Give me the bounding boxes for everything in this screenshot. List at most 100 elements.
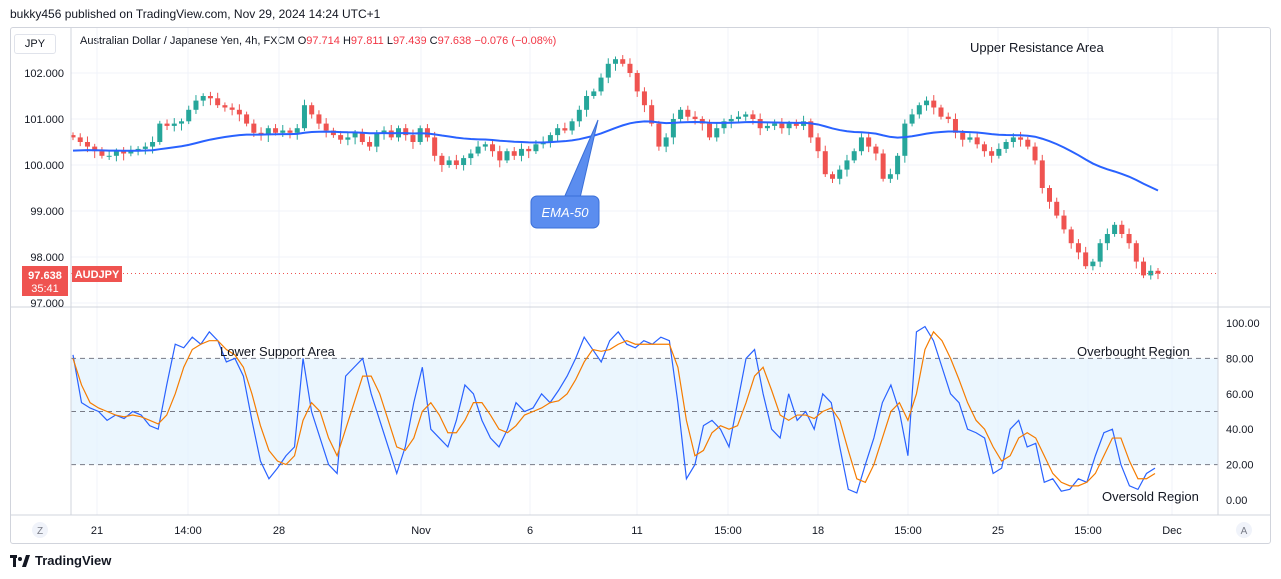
price-tick-label: 99.000: [30, 206, 64, 218]
candle-body: [244, 114, 250, 124]
candle-body: [822, 151, 828, 175]
candle-body: [562, 128, 568, 131]
time-tick-label: 18: [812, 525, 824, 537]
high-value: 97.811: [350, 35, 384, 47]
candle-body: [504, 151, 510, 161]
candle-body: [764, 125, 770, 129]
candle-body: [1083, 252, 1089, 267]
candle-body: [555, 128, 561, 136]
stochastic-panel: [71, 325, 1218, 494]
candle-body: [403, 128, 409, 136]
candle-body: [497, 151, 503, 161]
candle-body: [996, 148, 1002, 156]
candle-body: [613, 59, 618, 64]
candle-body: [374, 132, 380, 147]
time-tick-label: 28: [273, 525, 285, 537]
candle-body: [656, 123, 662, 147]
stoch-tick-label: 80.00: [1226, 353, 1254, 365]
candle-body: [236, 109, 242, 115]
price-tick-label: 97.000: [30, 298, 64, 310]
candle-body: [584, 96, 590, 110]
candle-body: [1126, 234, 1132, 244]
candle-body: [981, 144, 987, 152]
candle-body: [222, 105, 228, 108]
price-tick-label: 98.000: [30, 252, 64, 264]
candle-body: [989, 151, 995, 156]
time-tick-label: 6: [527, 525, 533, 537]
candle-body: [837, 169, 843, 179]
candle-body: [952, 119, 958, 133]
candle-body: [670, 119, 676, 138]
candle-body: [1054, 201, 1060, 216]
candle-body: [649, 105, 655, 124]
auto-scale-button[interactable]: A: [1236, 522, 1252, 538]
candle-body: [287, 130, 293, 133]
candle-body: [113, 151, 119, 156]
candle-body: [620, 59, 626, 64]
candle-body: [692, 116, 698, 119]
candle-body: [461, 158, 467, 165]
candle-body: [468, 153, 474, 159]
time-tick-label: 15:00: [894, 525, 922, 537]
tradingview-footer: TradingView: [10, 553, 111, 568]
candle-body: [1018, 137, 1024, 140]
candle-body: [77, 137, 83, 142]
candle-body: [446, 160, 452, 165]
candle-body: [779, 123, 785, 129]
auto-scale-button-label: A: [1241, 526, 1248, 537]
candle-body: [475, 146, 481, 154]
ohlc-legend: Australian Dollar / Japanese Yen, 4h, FX…: [80, 35, 556, 47]
candle-body: [967, 137, 973, 140]
candle-body: [547, 135, 553, 142]
candle-body: [359, 132, 365, 142]
axes: 102.000 101.000 100.000 99.000 98.000 97.000 1…: [10, 28, 1271, 537]
candle-body: [974, 137, 980, 145]
candle-body: [757, 119, 763, 129]
time-tick-label: 15:00: [714, 525, 742, 537]
open-value: 97.714: [306, 35, 340, 47]
candle-body: [1141, 261, 1147, 276]
candle-body: [808, 121, 814, 138]
high-label: H: [342, 35, 351, 47]
candle-body: [721, 121, 727, 129]
open-label: O: [297, 35, 307, 47]
candle-body: [280, 130, 286, 133]
candle-body: [707, 123, 713, 138]
candle-body: [70, 135, 76, 138]
candle-body: [569, 121, 575, 131]
candle-body: [1104, 234, 1110, 244]
candle-body: [345, 137, 351, 140]
candle-body: [1133, 243, 1139, 262]
candle-body: [251, 123, 257, 133]
candle-body: [576, 109, 582, 122]
candle-body: [330, 130, 336, 136]
time-tick-label: Dec: [1162, 525, 1182, 537]
symbol-tag: AUDJPY: [75, 269, 120, 281]
symbol-title: Australian Dollar / Japanese Yen, 4h, FX…: [80, 35, 295, 47]
candle-body: [84, 142, 90, 147]
candle-body: [938, 107, 944, 117]
zoom-button-left[interactable]: Z: [32, 522, 48, 538]
candle-body: [750, 114, 756, 119]
currency-selector[interactable]: JPY: [14, 34, 56, 54]
candle-body: [634, 73, 640, 92]
overbought-label: Overbought Region: [1077, 344, 1190, 359]
candle-body: [432, 137, 438, 156]
ema-callout: EMA-50: [530, 119, 600, 229]
candle-body: [1061, 215, 1067, 230]
candle-body: [1010, 137, 1016, 142]
tradingview-brand: TradingView: [35, 553, 112, 568]
candle-body: [381, 130, 387, 133]
price-tick-label: 101.000: [24, 114, 64, 126]
candle-body: [265, 128, 271, 136]
candle-body: [417, 128, 423, 142]
candle-body: [909, 114, 915, 124]
candle-body: [714, 128, 720, 138]
candle-body: [186, 109, 192, 122]
candle-body: [945, 116, 951, 119]
candle-body: [728, 119, 734, 122]
candle-body: [1112, 224, 1118, 234]
candle-body: [678, 109, 684, 119]
upper-resistance-label: Upper Resistance Area: [970, 40, 1104, 55]
